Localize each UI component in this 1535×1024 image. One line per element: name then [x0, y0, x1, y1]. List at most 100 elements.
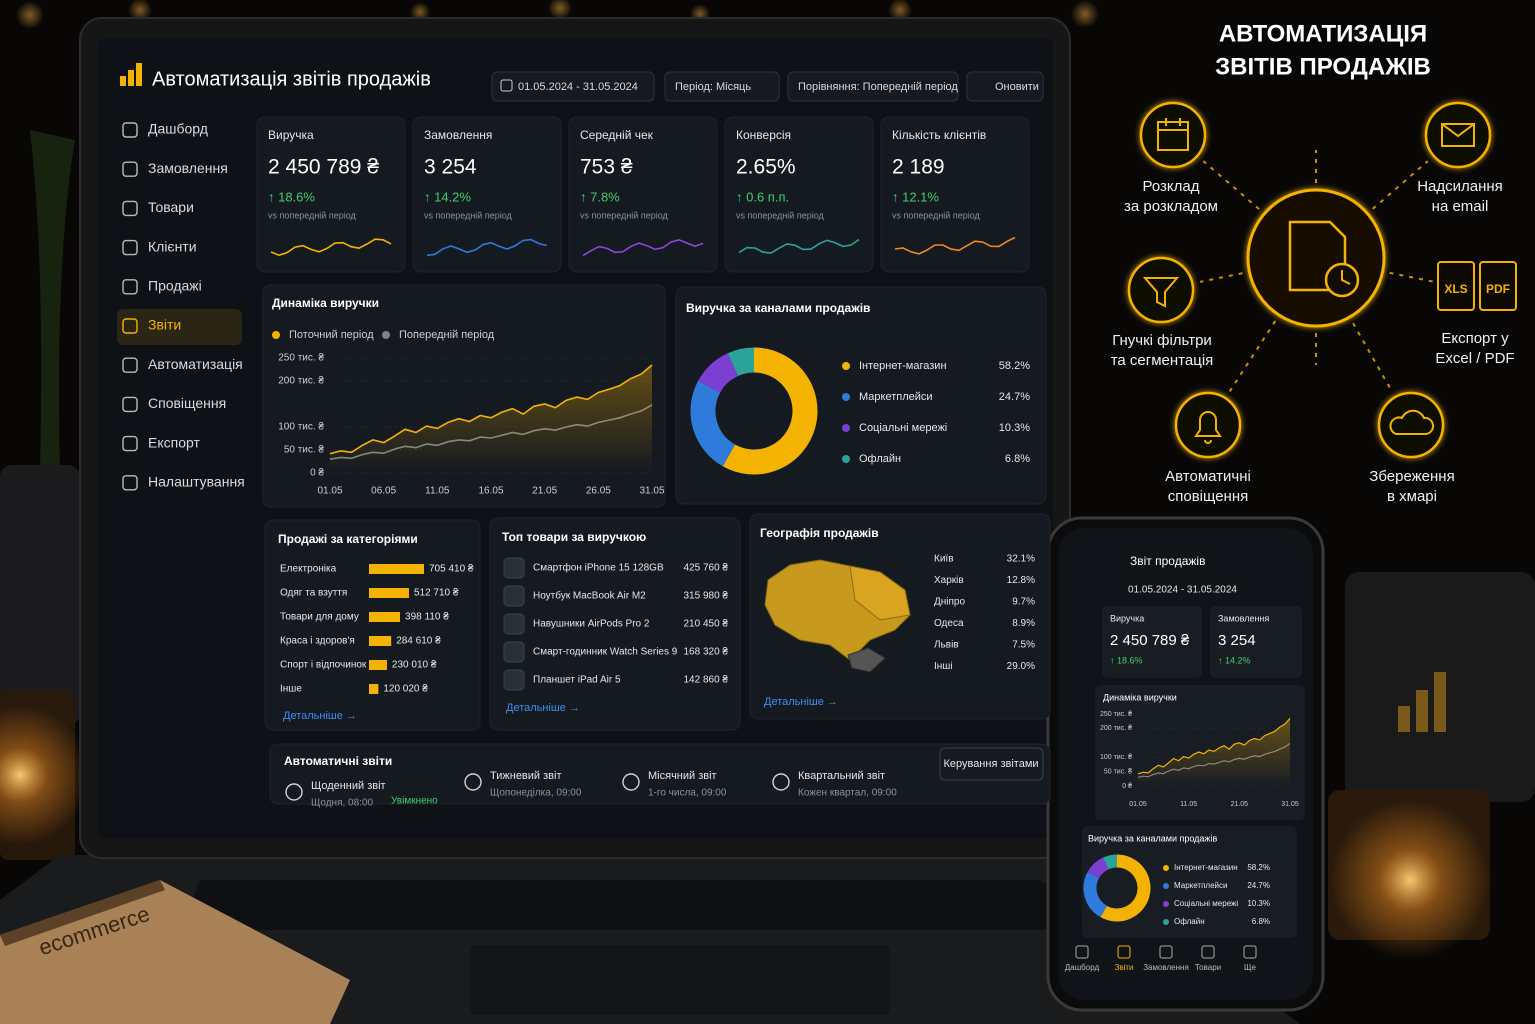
nav-item[interactable]: Замовлення: [1143, 963, 1189, 972]
feature-label: в хмарі: [1387, 488, 1437, 505]
x-tick-label: 21.05: [532, 486, 557, 497]
legend-dot: [842, 424, 850, 432]
sidebar-item[interactable]: Налаштування: [148, 474, 245, 490]
value-label: 58.2%: [999, 360, 1030, 372]
x-tick-label: 01.05: [1129, 801, 1147, 808]
donut-segment: [1103, 854, 1118, 870]
hub-clock-hands: [1341, 270, 1351, 285]
email-glyph: [1441, 123, 1475, 147]
feature-label: Гнучкі фільтри: [1112, 332, 1212, 349]
kpi-value: 2.65%: [736, 156, 796, 179]
sidebar-item[interactable]: Клієнти: [148, 238, 197, 254]
value-label: 24.7%: [1247, 881, 1270, 890]
x-tick-label: 21.05: [1231, 801, 1249, 808]
sidebar-item[interactable]: Дашборд: [148, 121, 208, 137]
bar: [369, 660, 387, 670]
kpi-note: vs попередній період: [580, 210, 669, 220]
value-label: 230 010 ₴: [392, 660, 437, 671]
sidebar-item[interactable]: Звіти: [148, 317, 181, 333]
bar: [369, 684, 379, 694]
sidebar-item[interactable]: Товари: [148, 199, 194, 215]
kpi-label: Конверсія: [736, 128, 791, 142]
kpi-sparkline: [426, 238, 548, 257]
comparison-select[interactable]: [787, 71, 959, 102]
refresh-button-label: Оновити: [995, 81, 1039, 93]
manage-button[interactable]: [939, 747, 1044, 781]
sidebar-active: [117, 309, 242, 345]
app-title: Автоматизація звітів продажів: [152, 68, 431, 90]
report-icon: [622, 773, 640, 791]
export-file: [1437, 261, 1475, 311]
legend-label: Офлайн: [859, 453, 901, 465]
sidebar-icon: [122, 122, 138, 138]
feature-label: за розкладом: [1124, 198, 1218, 215]
feature-icon: [1139, 101, 1207, 169]
feature-label: Excel / PDF: [1435, 350, 1514, 367]
sidebar-icon: [122, 239, 138, 256]
category-label: Краса і здоров'я: [280, 636, 355, 647]
sidebar-item[interactable]: Сповіщення: [148, 395, 226, 411]
filter-glyph: [1142, 277, 1180, 308]
period-select[interactable]: [664, 71, 780, 102]
decor-right: [1328, 572, 1535, 960]
sidebar-icon: [122, 475, 138, 491]
feature-label: Розклад: [1143, 178, 1200, 195]
sidebar-item[interactable]: Експорт: [148, 434, 200, 450]
crimea: [847, 647, 886, 673]
kpi-label: Виручка: [1110, 613, 1144, 623]
cloud-glyph: [1389, 409, 1435, 435]
feature-icon: [1174, 391, 1242, 459]
report-icon: [464, 773, 482, 791]
donut-segment: [722, 347, 818, 475]
panel-title: Продажі за категоріями: [278, 532, 418, 546]
feature-icon: [1127, 256, 1195, 324]
product-thumb: [503, 585, 525, 607]
sidebar-item[interactable]: Автоматизація: [148, 356, 243, 372]
product-thumb: [503, 557, 525, 579]
line: [1137, 717, 1291, 775]
hub: [1246, 188, 1386, 328]
kpi-label: Замовлення: [424, 128, 492, 142]
value-label: 512 710 ₴: [414, 588, 459, 599]
promo-title: АВТОМАТИЗАЦІЯ: [1219, 20, 1427, 47]
legend-dot: [382, 331, 390, 339]
value-label: 284 610 ₴: [396, 636, 441, 647]
sidebar-item[interactable]: Продажі: [148, 278, 202, 294]
city: Інші: [934, 661, 953, 672]
y-tick-label: 0 ₴: [310, 468, 324, 479]
phone-kpi: [1210, 606, 1302, 678]
feature-label: на email: [1432, 198, 1489, 215]
area: [330, 364, 652, 473]
sidebar-icon: [122, 279, 138, 295]
nav-item[interactable]: Ще: [1244, 963, 1257, 972]
donut-segment: [698, 353, 739, 394]
nav-icon: [1117, 945, 1131, 959]
refresh-button[interactable]: [966, 71, 1044, 102]
y-tick-label: 200 тис. ₴: [1100, 725, 1132, 732]
nav-item[interactable]: Дашборд: [1065, 963, 1100, 972]
phone-kpi: [1102, 606, 1202, 678]
connector: [1372, 160, 1429, 210]
sidebar-item[interactable]: Замовлення: [148, 160, 228, 176]
x-tick-label: 11.05: [425, 486, 450, 497]
notebook: [0, 880, 350, 1024]
report-name: Місячний звіт: [648, 770, 717, 782]
details-link[interactable]: Детальніше →: [506, 702, 580, 714]
kpi-delta: ↑ 0.6 п.п.: [736, 189, 789, 204]
product-revenue: 142 860 ₴: [684, 675, 729, 686]
report-status: Увімкнено: [391, 796, 438, 807]
city-share: 8.9%: [1012, 618, 1035, 629]
value-label: 6.8%: [1005, 453, 1030, 465]
city-share: 32.1%: [1007, 554, 1035, 565]
details-link[interactable]: Детальніше →: [283, 710, 357, 722]
nav-item[interactable]: Звіти: [1115, 963, 1134, 972]
report-schedule: 1-го числа, 09:00: [648, 788, 727, 799]
date-picker[interactable]: [491, 71, 655, 102]
value-label: 705 410 ₴: [429, 564, 474, 575]
product-revenue: 425 760 ₴: [684, 563, 729, 574]
details-link[interactable]: Детальніше →: [764, 696, 838, 708]
bar: [369, 636, 392, 646]
nav-item[interactable]: Товари: [1195, 963, 1221, 972]
